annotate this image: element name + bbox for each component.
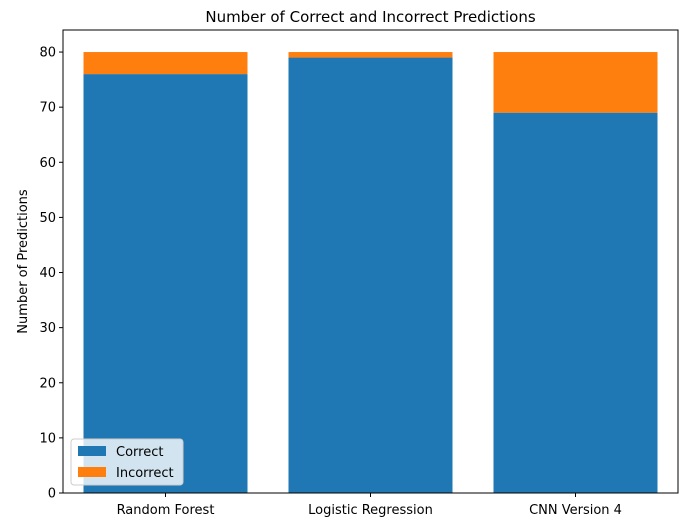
y-tick-label: 30: [39, 321, 56, 336]
y-tick-label: 50: [39, 211, 56, 226]
y-tick-label: 0: [48, 487, 56, 502]
bar-correct-3: [493, 112, 658, 493]
legend-swatch-incorrect: [78, 467, 106, 477]
legend-label-correct: Correct: [116, 445, 163, 460]
y-tick-label: 10: [39, 431, 56, 446]
y-tick-label: 70: [39, 101, 56, 116]
x-ticks-group: Random Forest Logistic Regression CNN Vers…: [117, 493, 622, 518]
bars-group: [83, 52, 658, 494]
bar-incorrect-2: [288, 52, 453, 58]
y-tick-label: 40: [39, 266, 56, 281]
legend-label-incorrect: Incorrect: [116, 466, 174, 481]
y-ticks-group: 0 10 20 30 40 50 60 70 80: [39, 46, 63, 502]
legend: Correct Incorrect: [70, 438, 184, 486]
x-tick-label: CNN Version 4: [529, 503, 622, 518]
bar-correct-2: [288, 57, 453, 494]
legend-swatch-correct: [78, 446, 106, 456]
y-tick-label: 80: [39, 46, 56, 61]
x-tick-label: Random Forest: [117, 503, 215, 518]
x-tick-label: Logistic Regression: [308, 503, 433, 518]
chart-title: Number of Correct and Incorrect Predicti…: [205, 8, 535, 26]
y-tick-label: 60: [39, 156, 56, 171]
y-axis-label: Number of Predictions: [16, 189, 31, 334]
bar-correct-1: [83, 74, 248, 493]
y-tick-label: 20: [39, 376, 56, 391]
bar-incorrect-3: [493, 52, 658, 113]
bar-incorrect-1: [83, 52, 248, 75]
